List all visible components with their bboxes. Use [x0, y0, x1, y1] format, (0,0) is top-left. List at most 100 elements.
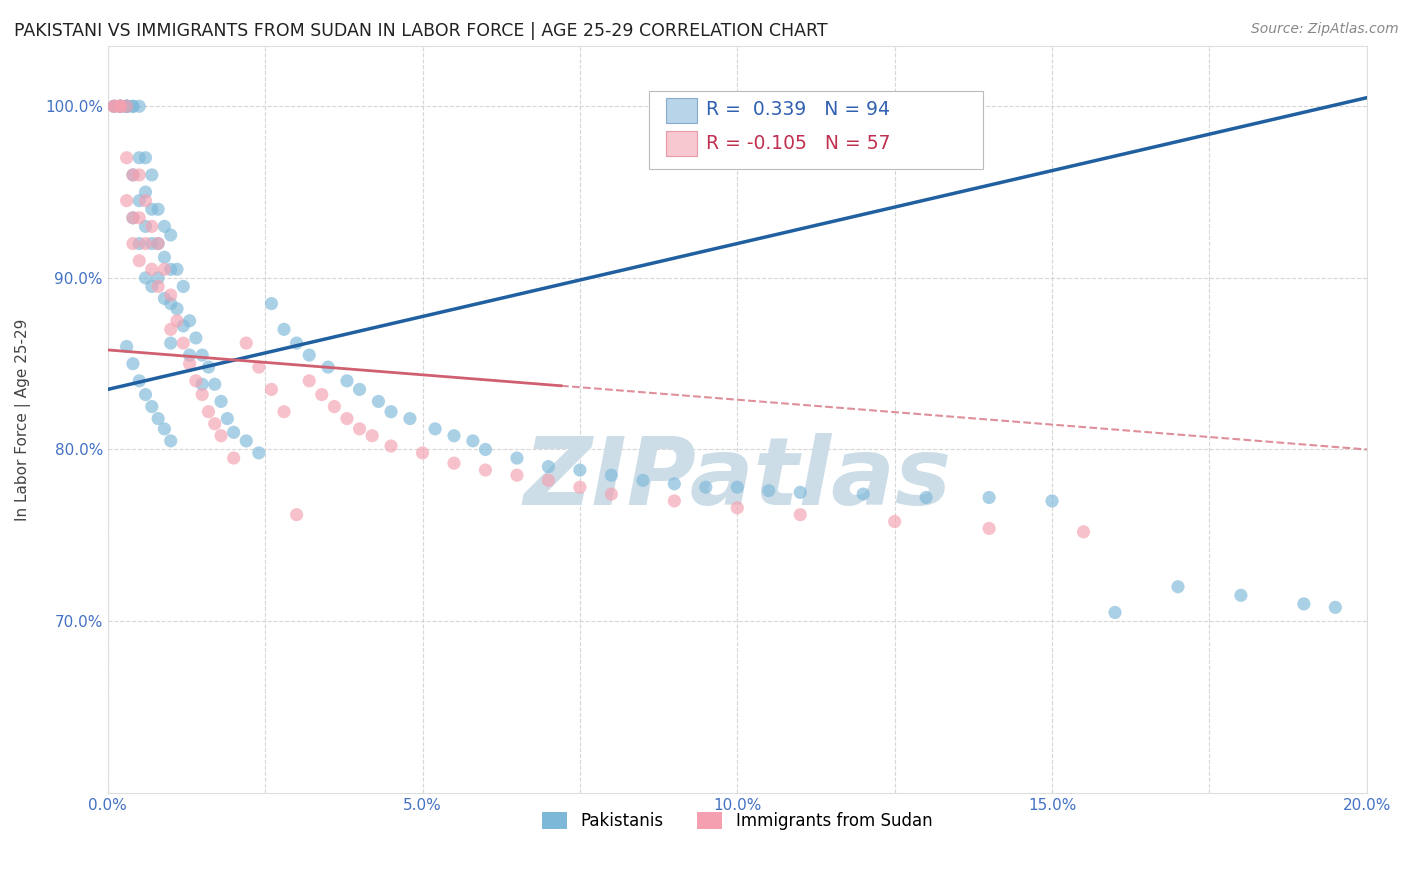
Text: R = -0.105   N = 57: R = -0.105 N = 57: [706, 134, 890, 153]
Point: [298, 374, 321, 388]
Point: [298, 348, 321, 362]
Point: [153, 250, 176, 264]
Point: [159, 288, 181, 302]
Point: [128, 194, 150, 208]
Point: [209, 394, 232, 409]
Point: [146, 271, 169, 285]
Point: [110, 99, 132, 113]
Point: [166, 262, 188, 277]
Point: [159, 227, 181, 242]
Point: [159, 322, 181, 336]
Text: Source: ZipAtlas.com: Source: ZipAtlas.com: [1251, 22, 1399, 37]
Point: [1230, 588, 1253, 602]
Point: [336, 374, 359, 388]
Point: [128, 236, 150, 251]
Point: [474, 442, 496, 457]
Point: [146, 202, 169, 217]
Point: [443, 456, 465, 470]
Point: [537, 474, 560, 488]
Point: [166, 301, 188, 316]
Point: [380, 439, 402, 453]
Point: [235, 336, 257, 351]
Point: [141, 219, 163, 234]
Point: [247, 446, 270, 460]
Point: [222, 425, 245, 440]
Point: [399, 411, 422, 425]
Point: [153, 292, 176, 306]
Point: [1040, 494, 1063, 508]
Point: [191, 377, 214, 392]
Point: [103, 99, 125, 113]
Point: [1324, 600, 1347, 615]
Point: [204, 417, 226, 431]
Point: [506, 451, 529, 466]
Point: [184, 331, 207, 345]
Point: [103, 99, 125, 113]
Point: [664, 494, 686, 508]
Point: [122, 211, 145, 225]
Point: [115, 99, 138, 113]
Point: [103, 99, 125, 113]
Point: [664, 476, 686, 491]
Point: [141, 168, 163, 182]
Point: [204, 377, 226, 392]
Point: [146, 411, 169, 425]
Point: [135, 271, 157, 285]
Point: [423, 422, 446, 436]
Point: [349, 383, 371, 397]
Point: [273, 322, 295, 336]
Point: [852, 487, 875, 501]
Point: [725, 500, 748, 515]
Point: [412, 446, 434, 460]
Point: [361, 428, 384, 442]
Point: [115, 99, 138, 113]
Point: [506, 468, 529, 483]
Point: [789, 508, 811, 522]
Point: [1104, 606, 1126, 620]
Point: [260, 296, 283, 310]
Point: [172, 318, 194, 333]
Point: [316, 360, 339, 375]
Point: [380, 405, 402, 419]
Point: [135, 219, 157, 234]
Point: [336, 411, 359, 425]
Point: [115, 194, 138, 208]
Point: [235, 434, 257, 448]
Point: [128, 211, 150, 225]
Point: [115, 151, 138, 165]
Point: [135, 194, 157, 208]
Point: [135, 185, 157, 199]
Point: [631, 474, 654, 488]
Point: [1073, 524, 1095, 539]
Text: PAKISTANI VS IMMIGRANTS FROM SUDAN IN LABOR FORCE | AGE 25-29 CORRELATION CHART: PAKISTANI VS IMMIGRANTS FROM SUDAN IN LA…: [14, 22, 828, 40]
Point: [285, 336, 308, 351]
Point: [977, 491, 1000, 505]
Point: [115, 99, 138, 113]
Point: [153, 219, 176, 234]
Point: [110, 99, 132, 113]
Point: [115, 99, 138, 113]
Point: [110, 99, 132, 113]
Point: [103, 99, 125, 113]
Point: [883, 515, 905, 529]
Point: [122, 236, 145, 251]
Point: [179, 314, 201, 328]
Legend: Pakistanis, Immigrants from Sudan: Pakistanis, Immigrants from Sudan: [536, 805, 939, 837]
Point: [128, 151, 150, 165]
Point: [141, 279, 163, 293]
Point: [141, 202, 163, 217]
Point: [110, 99, 132, 113]
Point: [110, 99, 132, 113]
Point: [461, 434, 484, 448]
Point: [115, 99, 138, 113]
Text: ZIPatlas: ZIPatlas: [523, 434, 952, 525]
Point: [110, 99, 132, 113]
Point: [1167, 580, 1189, 594]
Point: [191, 348, 214, 362]
Point: [135, 236, 157, 251]
Point: [443, 428, 465, 442]
Point: [146, 236, 169, 251]
Point: [349, 422, 371, 436]
Point: [128, 374, 150, 388]
FancyBboxPatch shape: [665, 98, 697, 123]
